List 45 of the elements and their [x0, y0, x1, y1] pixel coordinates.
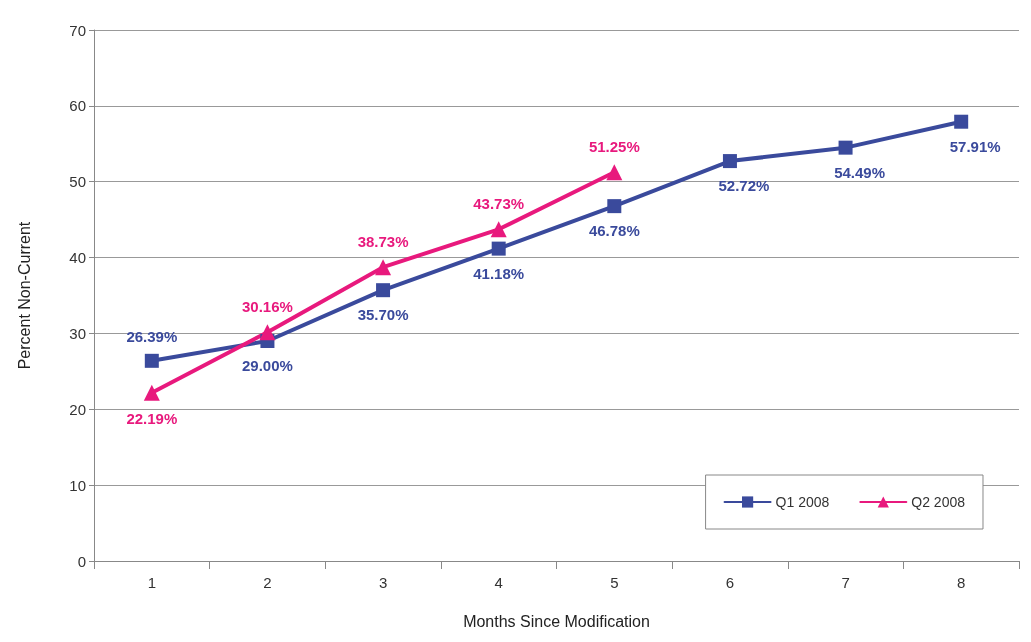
data-label: 52.72%	[718, 177, 770, 195]
point	[490, 221, 507, 238]
y-tick-label: 20	[69, 400, 86, 418]
data-label: 51.25%	[588, 138, 640, 156]
data-label: 35.70%	[357, 306, 409, 324]
x-tick-label: 8	[957, 574, 966, 591]
y-tick-label: 50	[69, 173, 86, 191]
data-label: 22.19%	[126, 409, 178, 427]
point	[143, 384, 160, 401]
point	[144, 353, 159, 368]
x-tick-label: 5	[610, 574, 619, 591]
x-axis-title: Months Since Modification	[463, 612, 650, 630]
point	[607, 199, 622, 214]
y-axis-title: Percent Non-Current	[15, 221, 33, 370]
point	[722, 154, 737, 169]
data-label: 43.73%	[473, 195, 525, 213]
data-label: 29.00%	[242, 357, 293, 375]
x-tick-label: 6	[725, 574, 735, 591]
x-tick-label: 4	[494, 574, 503, 591]
x-tick-label: 3	[378, 574, 388, 591]
x-tick-label: 1	[147, 574, 156, 591]
data-label: 57.91%	[949, 137, 1001, 155]
legend-label: Q2 2008	[911, 494, 966, 510]
point	[491, 241, 506, 256]
point	[838, 140, 853, 155]
y-tick-label: 60	[69, 97, 86, 115]
data-label: 54.49%	[834, 163, 885, 181]
y-tick-label: 30	[69, 324, 86, 342]
x-tick-label: 2	[263, 574, 272, 591]
data-label: 46.78%	[588, 222, 640, 240]
data-label: 26.39%	[126, 327, 178, 345]
data-label: 38.73%	[357, 233, 409, 251]
data-label: 41.18%	[473, 264, 525, 282]
point	[954, 114, 969, 129]
point	[376, 283, 391, 298]
data-label: 30.16%	[242, 298, 293, 316]
point	[606, 164, 623, 181]
y-tick-label: 10	[69, 476, 86, 494]
y-tick-label: 0	[77, 552, 86, 570]
point	[259, 324, 276, 341]
y-tick-label: 70	[69, 21, 86, 39]
y-tick-label: 40	[69, 249, 86, 267]
x-tick-label: 7	[841, 574, 850, 591]
legend-label: Q1 2008	[775, 494, 830, 510]
point	[375, 259, 392, 276]
